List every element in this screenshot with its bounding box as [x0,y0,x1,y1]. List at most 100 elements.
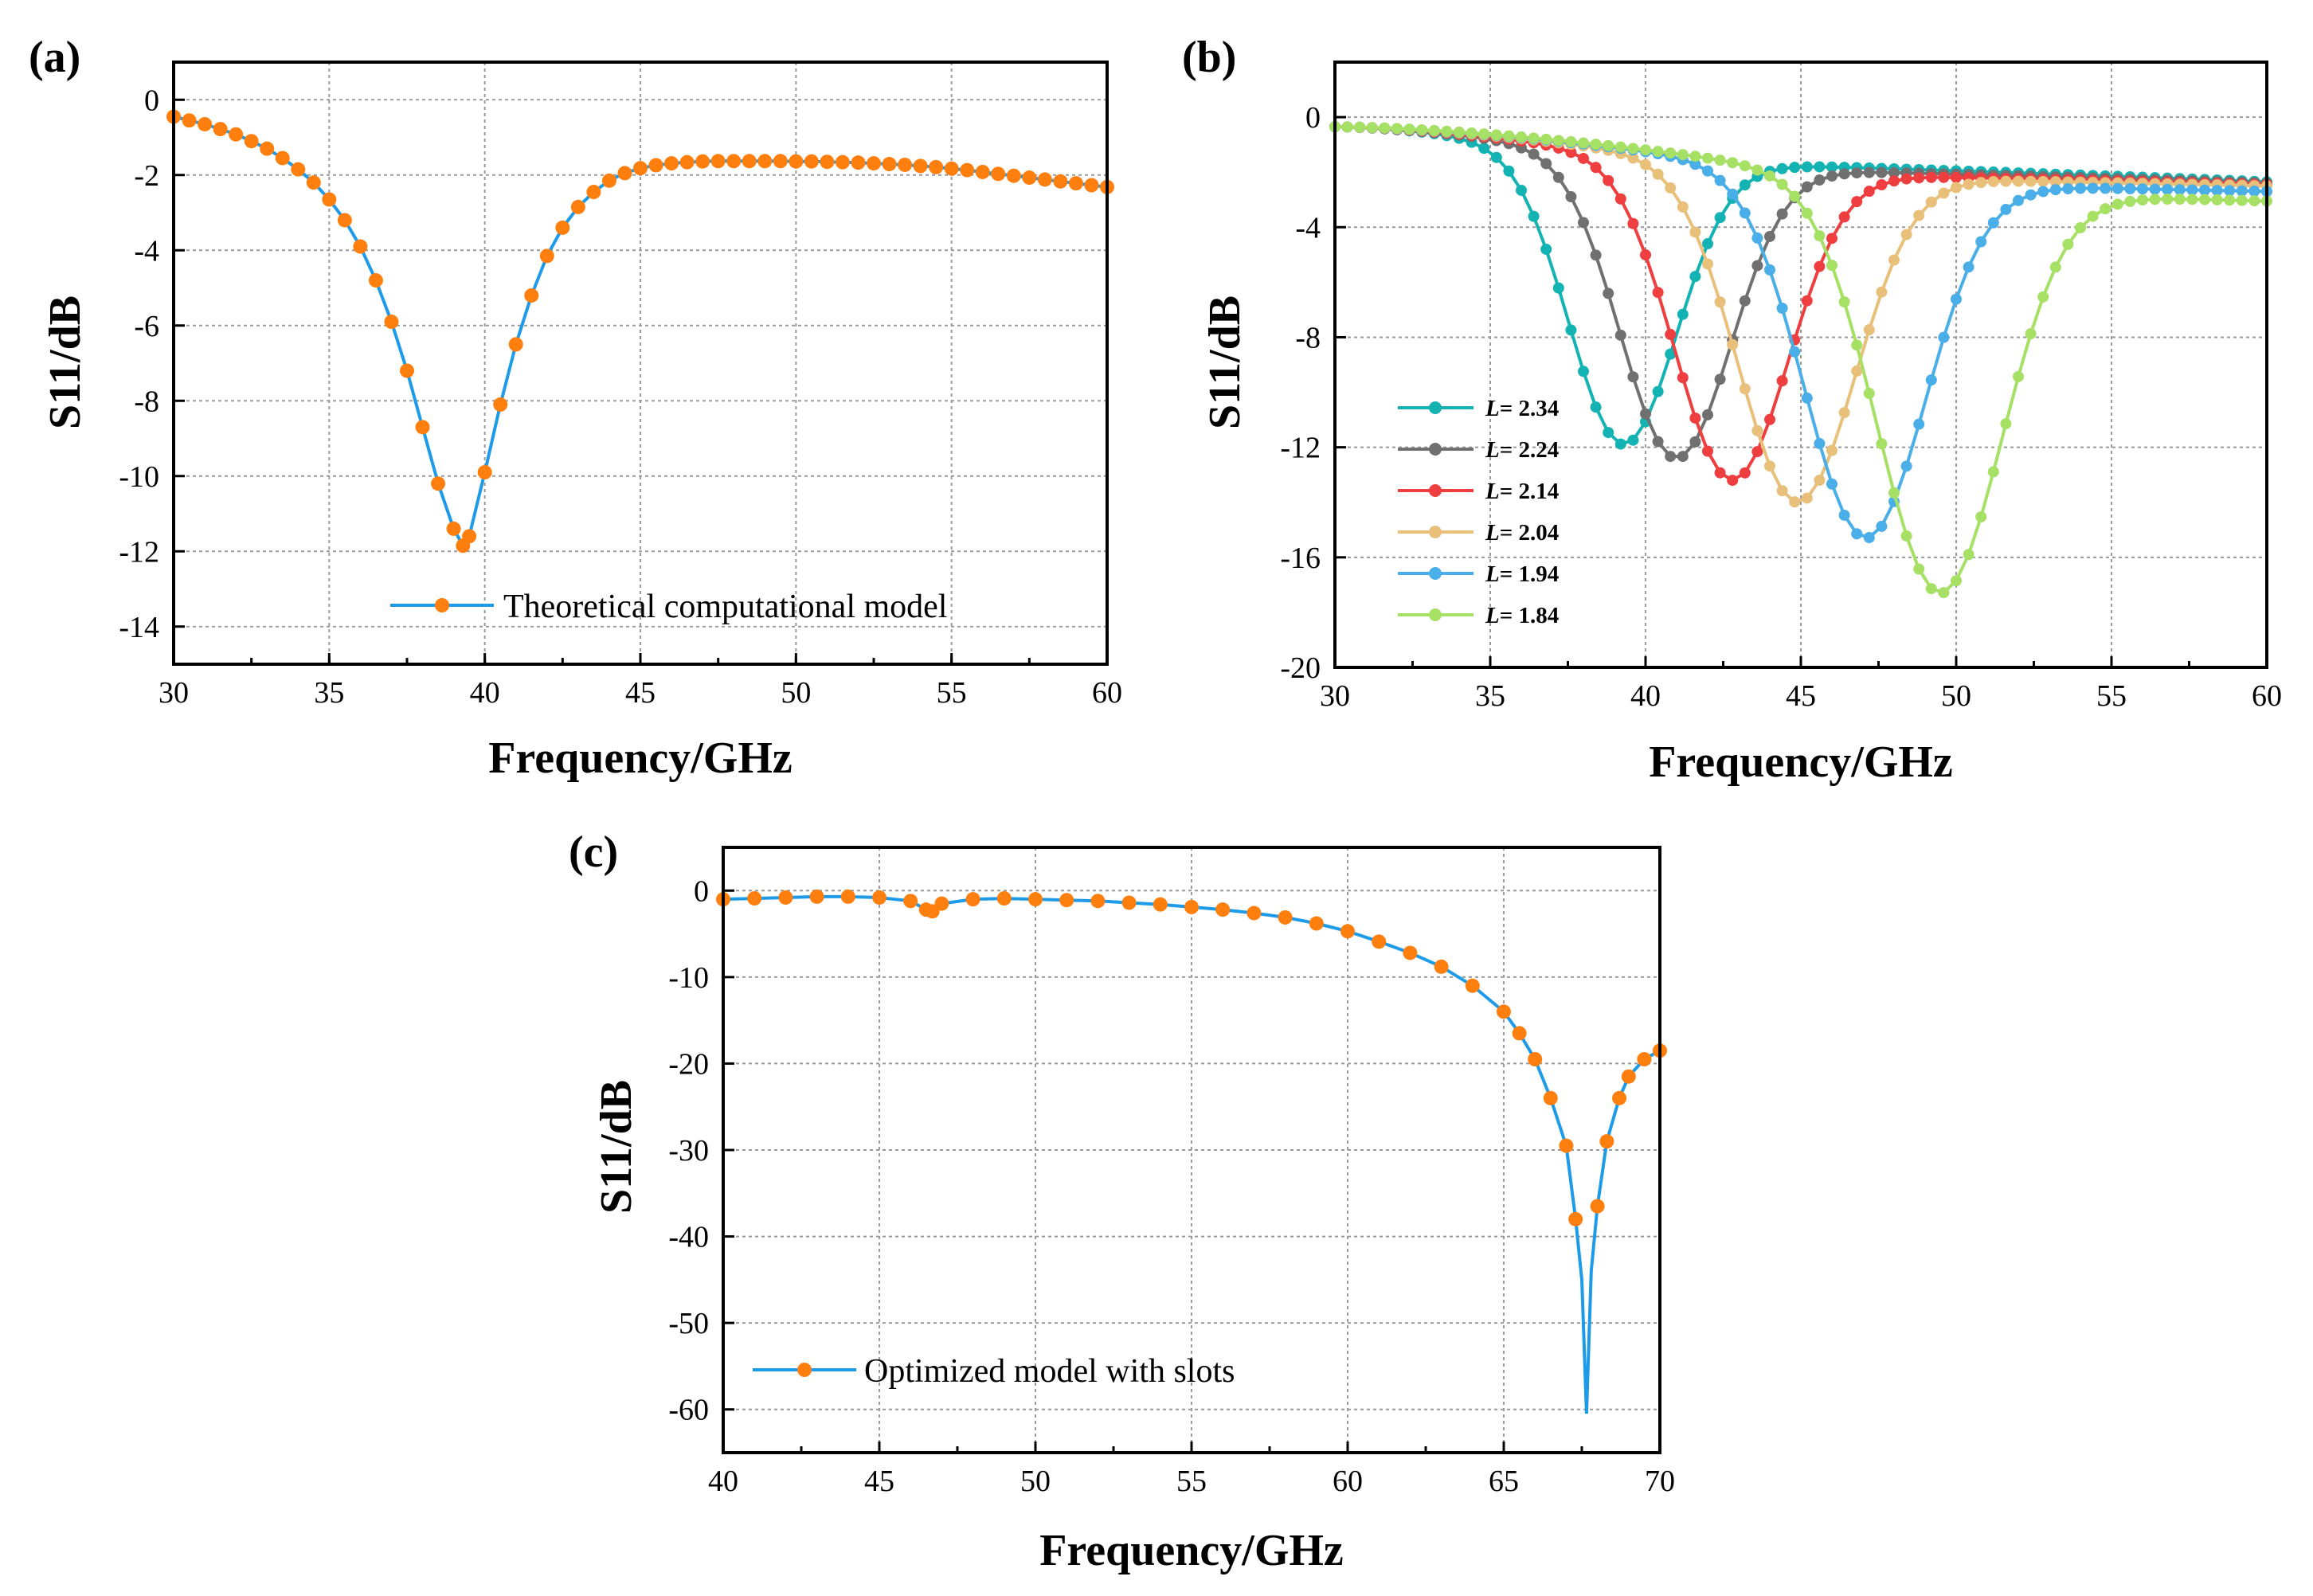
data-point [1751,232,1763,244]
legend-text: L= 1.94 [1485,561,1559,587]
x-tick-label: 50 [1941,679,1971,713]
data-point [2025,175,2037,187]
data-point [1751,164,1763,176]
data-point [1614,193,1626,205]
data-point [1247,906,1262,921]
data-point [1789,346,1801,358]
data-point [1814,474,1826,486]
data-point [1838,509,1850,521]
data-point [1621,1069,1636,1084]
data-point [415,420,430,435]
data-point [2248,186,2260,198]
data-point [2111,182,2123,194]
x-tick-label: 60 [1092,676,1122,710]
data-point [2224,185,2236,197]
data-point [1528,210,1540,222]
data-point [1876,166,1888,178]
data-point [1851,339,1863,351]
data-point [1689,151,1701,162]
data-point [1340,924,1355,939]
data-point [524,288,539,303]
data-point [2137,194,2148,206]
data-point [1851,167,1863,179]
legend-text: L= 2.14 [1485,479,1559,504]
data-point [1702,445,1713,457]
data-point [2124,182,2136,194]
data-point [1764,170,1775,182]
data-point [1702,165,1713,177]
data-point [2025,189,2037,201]
legend-value: = 1.94 [1500,561,1560,587]
data-point [1702,238,1713,250]
data-point [1764,460,1775,472]
data-point [1838,407,1850,419]
data-point [1677,201,1689,213]
data-point [778,890,793,905]
data-point [1652,146,1664,158]
data-point [882,157,897,172]
data-point [1379,122,1391,134]
data-point [1776,485,1788,497]
data-point [1552,282,1564,294]
data-point [1215,902,1231,917]
data-point [1739,160,1751,172]
data-point [1084,178,1099,193]
data-point [1863,387,1875,399]
data-point [586,185,601,200]
legend-text-a: Theoretical computational model [503,589,947,625]
data-point [1512,1026,1527,1041]
x-tick-label: 55 [1176,1465,1207,1498]
data-point [2049,261,2061,273]
data-point [213,122,228,137]
series-b [1329,121,2272,599]
data-point [1478,143,1490,155]
data-point [1665,451,1677,463]
x-axis-title-a: Frequency/GHz [488,733,793,783]
data-point [337,213,352,228]
data-point [1714,467,1726,479]
data-point [1826,260,1837,272]
data-point [1987,176,1999,188]
data-point [2075,182,2086,194]
data-point [1627,143,1639,155]
data-point [1490,151,1502,163]
y-tick-label: -50 [668,1307,709,1340]
legend-prefix: L [1485,437,1500,463]
data-point [368,273,383,288]
data-point [742,154,757,169]
data-point [1552,171,1564,183]
data-point [1863,532,1875,544]
data-point [1963,178,1974,190]
x-axis-title-c: Frequency/GHz [1039,1526,1344,1575]
data-point [903,894,918,909]
legend-value: = 2.14 [1500,479,1560,504]
data-point [1876,520,1888,532]
data-point [1614,329,1626,341]
data-point [2211,194,2223,205]
y-tick-label: 0 [144,84,159,117]
data-point [1801,295,1813,307]
data-point [1153,897,1168,912]
data-point [2199,194,2210,205]
data-point [1789,162,1801,174]
data-point [1528,148,1540,160]
data-point [1559,1138,1574,1153]
data-point [2062,183,2074,195]
data-point [1727,338,1739,350]
data-point [1552,135,1564,147]
data-point [996,891,1012,906]
x-tick-label: 50 [1020,1465,1051,1498]
data-point [1590,401,1602,413]
data-point [1565,147,1577,158]
y-tick-label: -10 [668,961,709,995]
legend-marker-a [435,598,449,612]
data-point [648,158,663,173]
y-tick-label: -8 [134,385,159,418]
legend-value: = 2.24 [1500,437,1560,463]
x-tick-label: 45 [1786,679,1816,713]
data-point [1913,172,1925,184]
data-point [1900,530,1912,542]
data-point [840,889,855,904]
data-point [1627,371,1639,383]
x-tick-label: 65 [1489,1465,1519,1498]
